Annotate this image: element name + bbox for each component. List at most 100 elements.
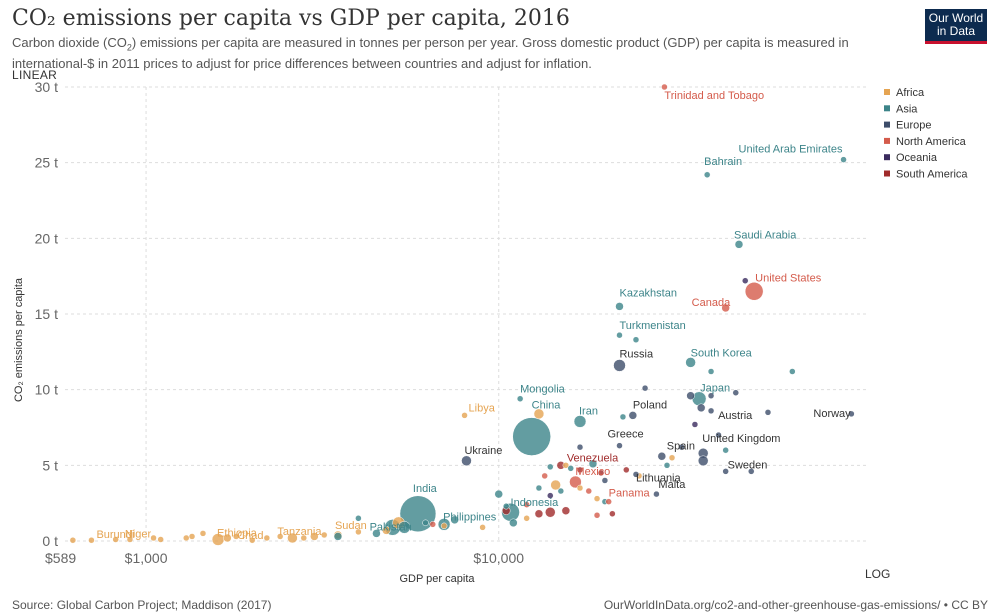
point-label: Venezuela: [567, 452, 619, 464]
legend-item: Oceania: [896, 152, 938, 164]
data-point: [628, 411, 638, 420]
data-point: [715, 431, 722, 439]
data-point: [593, 495, 601, 502]
data-point: [609, 510, 616, 518]
point-label: Iran: [579, 405, 598, 417]
x-tick-label: $1,000: [125, 550, 168, 566]
point-label: Trinidad and Tobago: [664, 90, 764, 102]
data-point: [707, 407, 715, 415]
subtitle-part-b: ) emissions per capita are measured in t…: [12, 35, 849, 71]
data-point: [732, 389, 740, 396]
point-label: Sudan: [335, 520, 367, 532]
data-point: [722, 446, 729, 454]
data-point: [183, 534, 190, 542]
x-axis-ticks: $589 $1,000 $10,000: [45, 550, 524, 566]
data-point: [550, 479, 561, 491]
data-point: [632, 336, 640, 343]
data-point: [512, 417, 551, 456]
y-axis-ticks: 0 t 5 t 10 t 15 t 20 t 25 t 30 t: [35, 79, 58, 549]
point-label: Mongolia: [520, 384, 566, 396]
data-point: [585, 487, 593, 495]
data-point: [615, 302, 624, 311]
x-tick-label: $589: [45, 550, 76, 566]
point-label: Mexico: [575, 466, 610, 478]
data-point: [707, 368, 715, 375]
data-point: [300, 534, 308, 542]
data-point: [619, 413, 627, 421]
data-point: [287, 532, 298, 544]
data-point: [199, 530, 207, 537]
y-tick-label: 10 t: [35, 382, 58, 398]
data-point: [523, 515, 530, 522]
point-label: Niger: [125, 528, 152, 540]
point-label: Philippines: [443, 511, 497, 523]
point-label: United Kingdom: [702, 433, 780, 445]
point-label: Saudi Arabia: [734, 229, 797, 241]
point-label: Panama: [609, 488, 651, 500]
data-point: [372, 529, 381, 538]
data-point: [567, 465, 574, 472]
data-point: [479, 524, 486, 531]
data-point: [678, 443, 685, 451]
data-point: [112, 536, 119, 543]
data-point: [657, 452, 667, 461]
legend: Africa Asia Europe North America Oceania Sout…: [884, 87, 968, 181]
data-point: [355, 515, 362, 522]
data-point: [157, 536, 164, 543]
data-point: [355, 528, 362, 536]
owid-logo[interactable]: Our World in Data: [925, 9, 987, 44]
data-point: [685, 357, 696, 368]
data-point: [494, 489, 503, 499]
legend-item: Africa: [896, 87, 925, 99]
legend-swatch: [884, 137, 890, 144]
point-label: Japan: [700, 383, 730, 395]
data-point: [398, 521, 411, 534]
legend-swatch: [884, 121, 890, 128]
point-label: China: [532, 400, 562, 412]
data-point: [848, 410, 855, 418]
data-point: [429, 521, 437, 528]
data-point: [333, 532, 343, 541]
data-point: [276, 533, 284, 540]
grid-lines: [65, 86, 866, 542]
point-label: Canada: [692, 297, 731, 309]
y-tick-label: 5 t: [42, 457, 58, 473]
data-point: [721, 303, 730, 313]
data-point: [840, 156, 847, 163]
point-label: Norway: [813, 408, 851, 420]
y-axis-title: CO₂ emissions per capita: [13, 277, 25, 402]
data-point: [450, 515, 459, 525]
data-point: [641, 384, 649, 392]
data-point: [232, 533, 240, 540]
x-scale-toggle[interactable]: LOG: [865, 567, 891, 581]
point-label: Lithuania: [636, 472, 682, 484]
logo-line-2: in Data: [936, 24, 976, 38]
data-point: [601, 477, 609, 484]
point-label: Ukraine: [464, 445, 502, 457]
legend-swatch: [884, 170, 890, 177]
point-label: Greece: [607, 429, 643, 441]
point-label: Russia: [619, 348, 654, 360]
credit-link[interactable]: OurWorldInData.org/co2-and-other-greenho…: [603, 598, 988, 612]
point-label: Poland: [633, 399, 667, 411]
data-point: [653, 490, 660, 498]
data-point: [616, 442, 623, 449]
data-point: [188, 533, 196, 540]
y-scale-toggle[interactable]: LINEAR: [12, 68, 58, 82]
data-point: [741, 277, 749, 284]
data-point: [632, 471, 640, 478]
data-point: [263, 534, 271, 542]
data-point: [623, 466, 630, 474]
data-point: [534, 509, 544, 519]
point-label: Austria: [718, 410, 753, 422]
data-point: [533, 408, 545, 420]
data-point: [69, 536, 77, 544]
point-label: Sweden: [728, 459, 768, 471]
data-point: [661, 83, 668, 91]
point-label: United States: [755, 272, 822, 284]
data-points: [69, 83, 855, 546]
data-point: [789, 368, 796, 375]
legend-swatch: [884, 154, 890, 161]
data-point: [576, 443, 584, 451]
y-tick-label: 15 t: [35, 306, 58, 322]
